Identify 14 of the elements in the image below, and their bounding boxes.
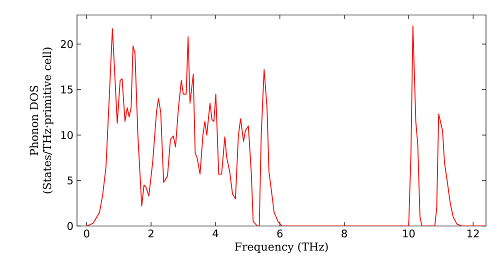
x-tick-label: 0 (84, 230, 90, 238)
y-tick-label: 20 (60, 40, 73, 48)
x-tick-label: 4 (212, 230, 218, 238)
y-axis-title: Phonon DOS (States/THz·primitive cell) (30, 48, 54, 194)
y-tick-label: 0 (67, 222, 73, 230)
y-tick-label: 5 (68, 176, 73, 184)
x-tick-label: 12 (468, 230, 479, 238)
x-tick-label: 2 (148, 230, 154, 238)
x-tick-label: 6 (277, 230, 283, 238)
x-axis-title: Frequency (THz) (234, 242, 328, 254)
y-tick-label: 10 (61, 131, 73, 140)
x-tick-label: 8 (342, 230, 347, 238)
y-tick-label: 15 (61, 86, 73, 94)
x-tick-label: 10 (403, 230, 415, 238)
